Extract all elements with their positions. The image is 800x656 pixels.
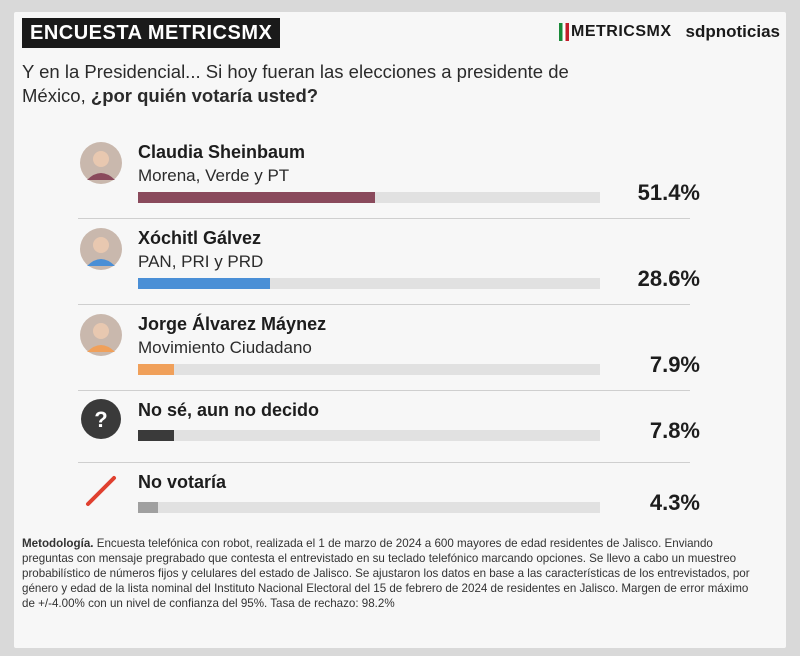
metricsmx-logo-text: METRICSMX: [571, 23, 672, 40]
candidate-row: No votaría 4.3%: [80, 472, 700, 542]
bar-track: [138, 502, 600, 513]
methodology-note: Metodología. Encuesta telefónica con rob…: [22, 536, 762, 611]
bar-track: [138, 364, 600, 375]
candidate-name: Xóchitl Gálvez: [138, 228, 262, 248]
avatar-icon: [80, 142, 122, 184]
percentage-label: 51.4%: [637, 180, 700, 205]
candidate-party: Morena, Verde y PT: [138, 166, 290, 185]
svg-text:?: ?: [94, 407, 107, 432]
methodology-text: Encuesta telefónica con robot, realizada…: [22, 537, 750, 610]
candidate-name: No sé, aun no decido: [138, 400, 320, 420]
question-icon: ?: [80, 398, 122, 440]
percentage-label: 4.3%: [649, 490, 700, 515]
bar-fill: [138, 364, 174, 375]
bar-track: [138, 278, 600, 289]
candidate-party: PAN, PRI y PRD: [138, 252, 264, 271]
bar-track: [138, 192, 600, 203]
slash-icon: [80, 470, 122, 512]
mexico-flag-icon: [559, 23, 570, 41]
row-divider: [78, 390, 690, 391]
row-divider: [78, 304, 690, 305]
bar-fill: [138, 192, 375, 203]
brand-bar: METRICSMX sdpnoticias: [559, 22, 780, 42]
candidate-row: Xóchitl Gálvez PAN, PRI y PRD 28.6%: [80, 228, 700, 298]
candidate-name: No votaría: [138, 472, 227, 492]
sdpnoticias-logo: sdpnoticias: [685, 22, 780, 41]
candidate-name: Claudia Sheinbaum: [138, 142, 306, 162]
question-bold: ¿por quién votaría usted?: [90, 85, 319, 106]
percentage-label: 28.6%: [637, 266, 700, 291]
percentage-label: 7.9%: [649, 352, 700, 377]
candidate-party: Movimiento Ciudadano: [138, 338, 312, 357]
survey-badge: ENCUESTA METRICSMX: [22, 18, 281, 48]
candidate-name: Jorge Álvarez Máynez: [138, 314, 327, 334]
avatar-icon: [80, 228, 122, 270]
candidate-row: ? No sé, aun no decido 7.8%: [80, 398, 700, 470]
question-text: Y en la Presidencial... Si hoy fueran la…: [22, 61, 569, 106]
poll-card: [14, 12, 786, 648]
metricsmx-logo: METRICSMX: [559, 23, 672, 41]
percentage-label: 7.8%: [649, 418, 700, 443]
candidate-row: Claudia Sheinbaum Morena, Verde y PT 51.4%: [80, 142, 700, 212]
bar-fill: [138, 278, 270, 289]
poll-question: Y en la Presidencial... Si hoy fueran la…: [22, 60, 582, 108]
candidate-row: Jorge Álvarez Máynez Movimiento Ciudadano…: [80, 314, 700, 384]
methodology-label: Metodología.: [22, 537, 94, 550]
avatar-icon: [80, 314, 122, 356]
bar-fill: [138, 502, 158, 513]
bar-fill: [138, 430, 174, 441]
row-divider: [78, 462, 690, 463]
bar-track: [138, 430, 600, 441]
row-divider: [78, 218, 690, 219]
